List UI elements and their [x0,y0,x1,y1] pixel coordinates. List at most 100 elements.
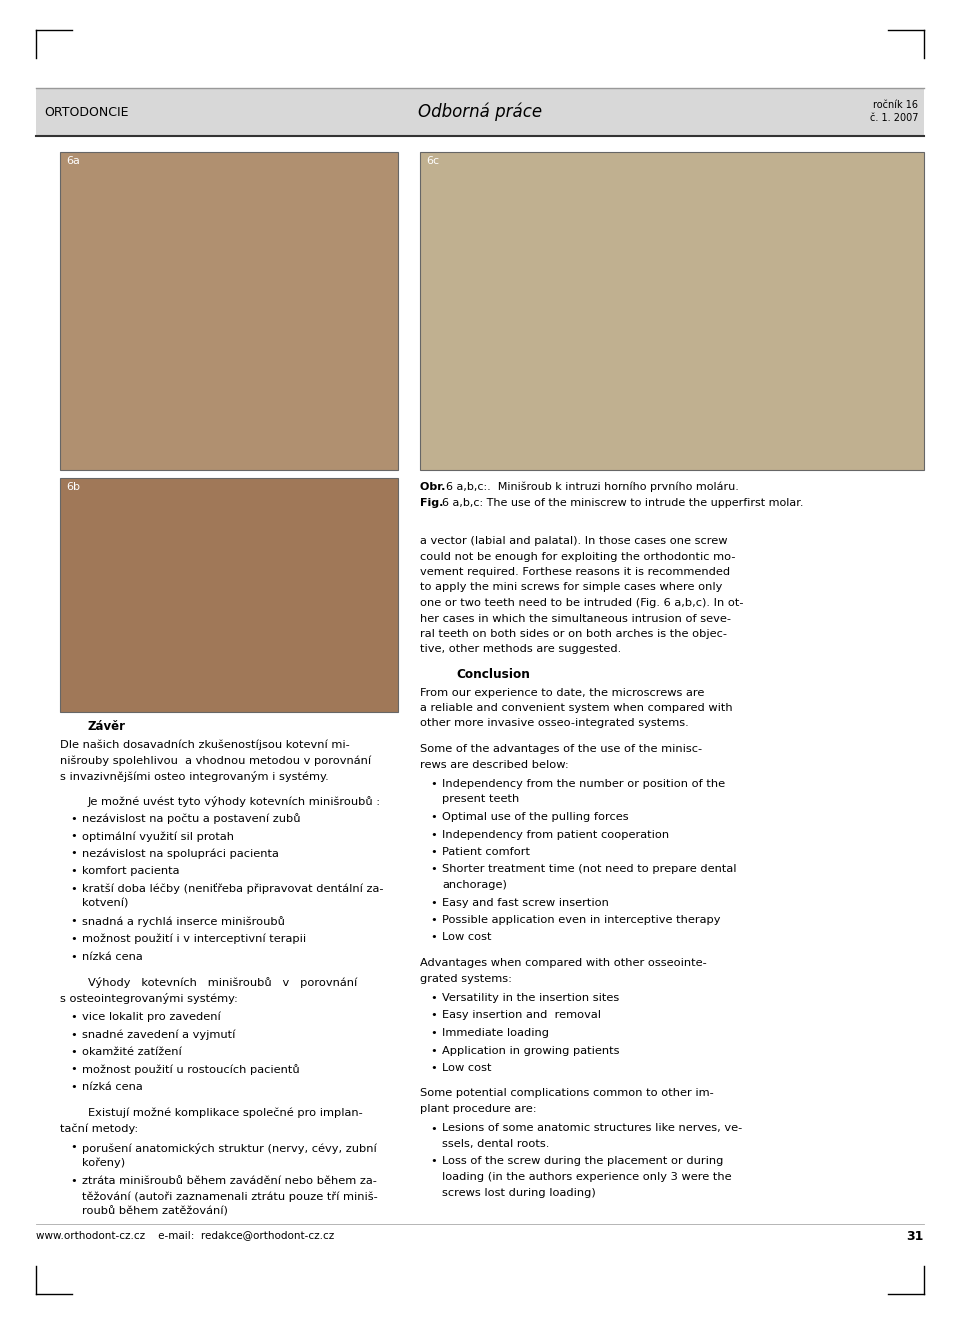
Text: roubů během zatěžování): roubů během zatěžování) [82,1206,228,1217]
Text: Výhody   kotevních   minišroubů   v   porovnání: Výhody kotevních minišroubů v porovnání [88,977,357,988]
Bar [420,152,924,470]
Text: Lesions of some anatomic structures like nerves, ve-: Lesions of some anatomic structures like… [442,1124,742,1133]
Text: snadné zavedení a vyjmutí: snadné zavedení a vyjmutí [82,1030,235,1039]
Text: one or two teeth need to be intruded (Fig. 6 a,b,c). In ot-: one or two teeth need to be intruded (Fi… [420,598,743,608]
Text: Independency from patient cooperation: Independency from patient cooperation [442,830,669,839]
Text: From our experience to date, the microscrews are: From our experience to date, the microsc… [420,687,705,698]
Text: Závěr: Závěr [88,720,126,733]
Text: her cases in which the simultaneous intrusion of seve-: her cases in which the simultaneous intr… [420,613,731,624]
Text: č. 1. 2007: č. 1. 2007 [870,113,918,123]
Text: could not be enough for exploiting the orthodontic mo-: could not be enough for exploiting the o… [420,552,735,561]
Text: nízká cena: nízká cena [82,952,143,961]
Text: other more invasive osseo-integrated systems.: other more invasive osseo-integrated sys… [420,719,688,728]
Text: možnost použití i v interceptivní terapii: možnost použití i v interceptivní terapi… [82,933,306,944]
Text: snadná a rychlá inserce minišroubů: snadná a rychlá inserce minišroubů [82,916,285,927]
Text: •: • [430,898,437,907]
Text: Versatility in the insertion sites: Versatility in the insertion sites [442,993,619,1004]
Text: 6 a,b,c: The use of the miniscrew to intrude the upperfirst molar.: 6 a,b,c: The use of the miniscrew to int… [442,498,804,508]
Bar [60,152,398,470]
Text: Low cost: Low cost [442,932,492,943]
Text: možnost použití u rostoucích pacientů: možnost použití u rostoucích pacientů [82,1064,300,1075]
Text: Optimal use of the pulling forces: Optimal use of the pulling forces [442,812,629,822]
Text: •: • [70,1143,77,1152]
Text: Fig.: Fig. [420,498,447,508]
Text: plant procedure are:: plant procedure are: [420,1104,537,1113]
Text: porušení anatomických struktur (nervy, cévy, zubní: porušení anatomických struktur (nervy, c… [82,1143,376,1153]
Text: •: • [70,813,77,824]
Text: •: • [430,779,437,789]
Bar [60,478,398,712]
Text: okamžité zatížení: okamžité zatížení [82,1047,181,1057]
Text: Je možné uvést tyto výhody kotevních minišroubů :: Je možné uvést tyto výhody kotevních min… [88,796,381,808]
Text: •: • [70,1047,77,1057]
Text: grated systems:: grated systems: [420,973,512,984]
Text: kratší doba léčby (neniťřeba připravovat dentální za-: kratší doba léčby (neniťřeba připravovat… [82,883,383,895]
Text: ral teeth on both sides or on both arches is the objec-: ral teeth on both sides or on both arche… [420,629,727,639]
Text: ztráta minišroubů během zavádění nebo během za-: ztráta minišroubů během zavádění nebo bě… [82,1176,377,1185]
Text: nízká cena: nízká cena [82,1082,143,1092]
Text: vice lokalit pro zavedení: vice lokalit pro zavedení [82,1012,221,1022]
Text: komfort pacienta: komfort pacienta [82,866,180,876]
Text: Easy and fast screw insertion: Easy and fast screw insertion [442,898,609,907]
Text: loading (in the authors experience only 3 were the: loading (in the authors experience only … [442,1172,732,1182]
Text: kotvení): kotvení) [82,899,129,910]
Text: optimální využití sil protah: optimální využití sil protah [82,831,234,842]
Text: vement required. Forthese reasons it is recommended: vement required. Forthese reasons it is … [420,567,731,577]
Text: Application in growing patients: Application in growing patients [442,1046,619,1055]
Text: Low cost: Low cost [442,1063,492,1072]
Text: Some of the advantages of the use of the minisc-: Some of the advantages of the use of the… [420,744,702,753]
Text: •: • [430,830,437,839]
Text: •: • [70,1012,77,1022]
Text: •: • [430,812,437,822]
Text: Obr.: Obr. [420,482,449,493]
Text: •: • [430,865,437,874]
Text: •: • [430,1027,437,1038]
Text: Existují možné komplikace společné pro implan-: Existují možné komplikace společné pro i… [88,1107,363,1117]
Text: ročník 16: ročník 16 [873,101,918,110]
Text: Shorter treatment time (not need to prepare dental: Shorter treatment time (not need to prep… [442,865,736,874]
Text: •: • [70,933,77,944]
Text: ORTODONCIE: ORTODONCIE [44,106,129,119]
Text: rews are described below:: rews are described below: [420,760,568,769]
Text: s invazivnějšími osteo integrovaným i systémy.: s invazivnějšími osteo integrovaným i sy… [60,771,328,781]
Text: Easy insertion and  removal: Easy insertion and removal [442,1010,601,1021]
Text: a vector (labial and palatal). In those cases one screw: a vector (labial and palatal). In those … [420,536,728,545]
Text: Some potential complications common to other im-: Some potential complications common to o… [420,1088,713,1099]
Text: •: • [430,847,437,857]
Text: tační metody:: tační metody: [60,1123,138,1133]
Text: nezávislost na počtu a postavení zubů: nezávislost na počtu a postavení zubů [82,813,300,825]
Text: •: • [70,916,77,927]
Text: 6c: 6c [426,156,439,166]
Text: •: • [70,1176,77,1185]
Text: •: • [430,915,437,925]
Text: •: • [430,1156,437,1166]
Text: Loss of the screw during the placement or during: Loss of the screw during the placement o… [442,1156,724,1166]
Text: •: • [70,866,77,876]
Text: kořeny): kořeny) [82,1158,125,1169]
Text: Advantages when compared with other osseointe-: Advantages when compared with other osse… [420,959,707,968]
Text: •: • [430,1063,437,1072]
Text: 31: 31 [906,1230,924,1243]
Text: 6 a,b,c:.  Minišroub k intruzi horního prvního moláru.: 6 a,b,c:. Minišroub k intruzi horního pr… [446,482,739,493]
Text: a reliable and convenient system when compared with: a reliable and convenient system when co… [420,703,732,714]
Text: Patient comfort: Patient comfort [442,847,530,857]
Text: •: • [430,993,437,1004]
Bar [36,87,924,136]
Text: tive, other methods are suggested.: tive, other methods are suggested. [420,645,621,654]
Text: nezávislost na spolupráci pacienta: nezávislost na spolupráci pacienta [82,849,278,859]
Text: ssels, dental roots.: ssels, dental roots. [442,1139,549,1149]
Text: screws lost during loading): screws lost during loading) [442,1188,596,1197]
Text: s osteointegrovanými systémy:: s osteointegrovanými systémy: [60,993,238,1004]
Text: •: • [70,1082,77,1092]
Text: •: • [70,1030,77,1039]
Text: •: • [430,1046,437,1055]
Text: •: • [70,1064,77,1075]
Text: těžování (autoři zaznamenali ztrátu pouze tří miniš-: těžování (autoři zaznamenali ztrátu pouz… [82,1192,377,1201]
Text: •: • [430,1010,437,1021]
Text: 6b: 6b [66,482,80,493]
Text: www.orthodont-cz.cz    e-mail:  redakce@orthodont-cz.cz: www.orthodont-cz.cz e-mail: redakce@orth… [36,1230,334,1241]
Text: nišrouby spolehlivou  a vhodnou metodou v porovnání: nišrouby spolehlivou a vhodnou metodou v… [60,755,372,765]
Text: Immediate loading: Immediate loading [442,1027,549,1038]
Text: 6a: 6a [66,156,80,166]
Text: Odborná práce: Odborná práce [418,103,542,122]
